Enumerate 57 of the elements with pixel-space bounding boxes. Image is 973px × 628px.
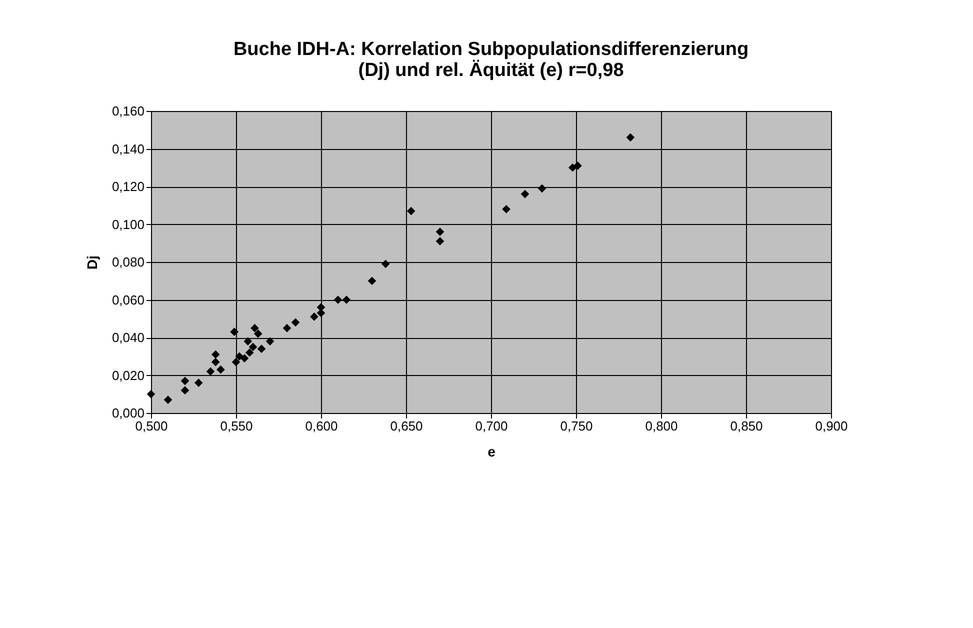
x-axis-title: e — [488, 444, 496, 460]
x-tick-label: 0,700 — [475, 418, 508, 434]
point — [502, 204, 510, 214]
x-tick-label: 0,550 — [220, 418, 253, 434]
x-tick-label: 0,850 — [730, 418, 763, 434]
point — [164, 396, 172, 404]
y-tick-label: 0,000 — [112, 406, 144, 420]
y-tick-label: 0,040 — [112, 330, 144, 345]
point — [342, 296, 351, 304]
point — [245, 348, 254, 357]
x-tick-label: 0,500 — [135, 418, 168, 434]
point — [538, 184, 546, 193]
point — [230, 328, 238, 336]
x-tick-label: 0,750 — [560, 418, 593, 434]
x-tick-label: 0,900 — [815, 418, 848, 434]
point — [180, 386, 190, 395]
y-axis-title: Dj — [84, 256, 100, 270]
y-tick-label: 0,020 — [112, 368, 144, 383]
chart-title: Buche IDH-A: Korrelation Subpopulationsdifferenzierung (Dj) und rel. Äquität (e) r=0,98 — [233, 39, 749, 81]
point — [316, 303, 326, 312]
point — [257, 344, 266, 354]
point — [211, 358, 220, 366]
point — [235, 352, 244, 361]
point — [626, 133, 635, 142]
point — [574, 162, 582, 170]
point — [194, 378, 203, 387]
point — [266, 337, 274, 346]
point — [248, 342, 258, 352]
point — [244, 337, 252, 346]
point — [180, 376, 190, 386]
point — [282, 324, 292, 332]
x-tick-label: 0,600 — [305, 418, 338, 434]
point — [406, 206, 416, 216]
point — [146, 390, 156, 398]
point — [211, 350, 220, 359]
y-tick-label: 0,080 — [112, 254, 144, 270]
y-tick-label: 0,060 — [112, 292, 144, 308]
y-tick-label: 0,120 — [112, 179, 144, 194]
point — [334, 296, 342, 304]
point — [310, 312, 318, 321]
point — [254, 330, 262, 338]
point — [368, 276, 376, 286]
point — [291, 318, 300, 327]
x-tick-label: 0,650 — [390, 418, 423, 434]
point — [381, 260, 390, 268]
y-tick-label: 0,100 — [112, 216, 144, 232]
point — [250, 324, 259, 332]
x-tick-label: 0,800 — [645, 418, 678, 434]
point — [232, 358, 240, 366]
point — [436, 237, 444, 246]
point — [436, 228, 444, 236]
point — [206, 367, 215, 376]
y-tick-label: 0,160 — [112, 104, 144, 118]
point — [216, 365, 225, 374]
y-tick-label: 0,140 — [112, 141, 144, 156]
point — [240, 354, 249, 362]
point — [520, 190, 530, 198]
